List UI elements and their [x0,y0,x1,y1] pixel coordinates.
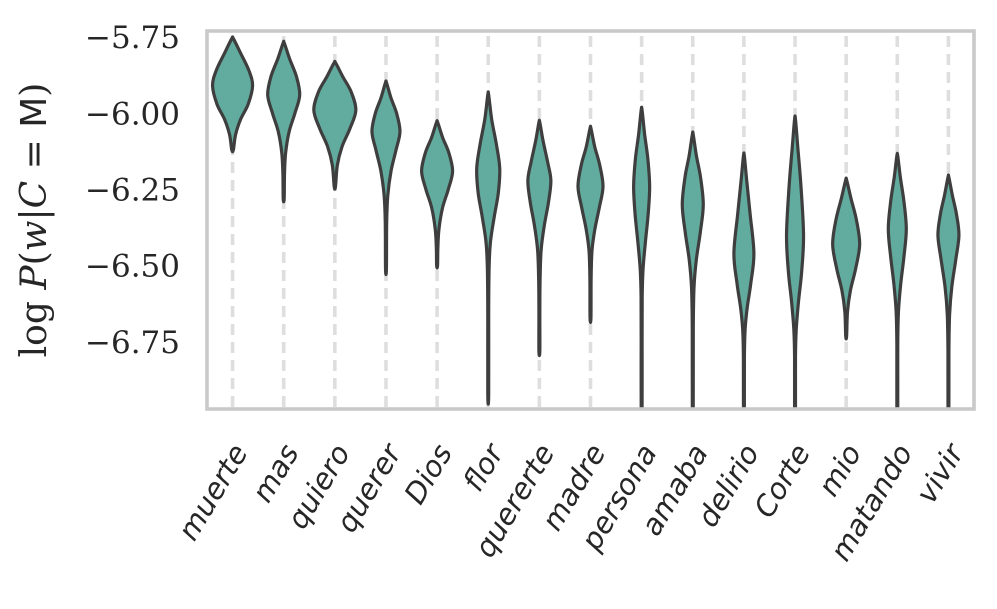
y-axis-label-part: w [14,220,55,251]
violin-delirio [732,151,756,409]
y-tick-label--6.75: −6.75 [85,325,180,361]
y-tick-label--5.75: −5.75 [85,20,180,56]
y-axis-label-part: log [14,290,55,358]
y-axis-label-part: ( [14,251,55,265]
violin-muerte [210,35,255,154]
y-axis-label-part: P [14,265,55,291]
y-axis-label: log P(w|C = M) [14,83,55,358]
violin-matando [886,151,908,409]
x-tick-label-Dios: Dios [397,438,459,510]
violin-quiero [312,59,358,191]
violin-Dios [419,118,455,270]
violin-amaba [680,130,705,409]
violin-mas [266,39,302,204]
violin-quererte [526,118,553,358]
y-axis-label-part: C [14,181,55,209]
violins-layer [210,35,961,409]
violin-vivir [936,173,961,409]
violin-madre [576,124,605,325]
x-tick-label-muerte: muerte [171,438,255,546]
y-tick-label--6.25: −6.25 [85,173,180,209]
violin-persona [632,105,652,409]
y-axis-label-part: ) [14,83,55,97]
y-axis-label-part: M [14,97,55,128]
x-tick-label-vivir: vivir [909,436,971,509]
plot-frame [205,29,976,411]
y-axis-label-part: = [14,128,55,181]
y-tick-label--6: −6.00 [85,96,180,132]
violin-flor [475,90,502,406]
y-tick-label--6.5: −6.50 [85,249,180,285]
violin-Corte [784,114,806,409]
y-axis-label-part: | [14,208,55,220]
violin-querer [370,79,402,277]
violin-mio [831,176,862,341]
